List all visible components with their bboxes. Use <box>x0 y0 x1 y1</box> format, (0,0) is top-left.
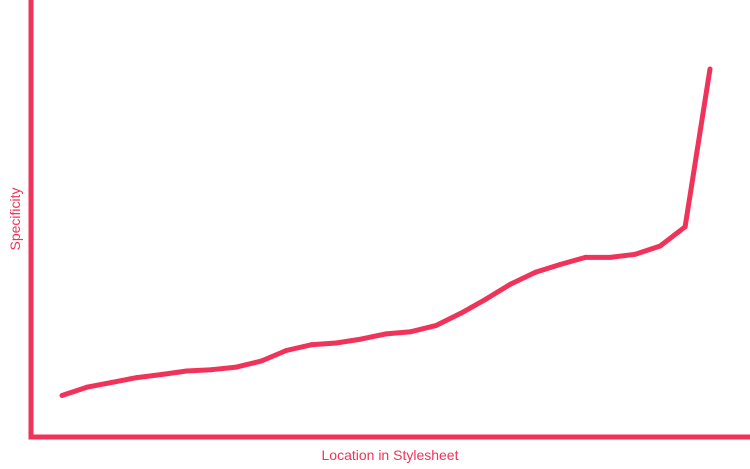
data-point-15 <box>433 323 439 329</box>
data-point-5 <box>184 368 190 374</box>
data-point-22 <box>607 254 613 260</box>
data-point-26 <box>707 66 713 72</box>
data-point-10 <box>308 342 314 348</box>
specificity-series-line <box>61 68 713 398</box>
data-point-18 <box>508 281 514 287</box>
data-point-14 <box>408 329 414 335</box>
y-axis-label: Specificity <box>7 187 23 250</box>
data-point-21 <box>582 254 588 260</box>
chart-series-layer <box>61 68 713 398</box>
data-point-23 <box>632 251 638 257</box>
data-point-0 <box>59 393 65 398</box>
data-point-6 <box>209 367 214 373</box>
data-point-17 <box>483 296 489 302</box>
x-axis-label: Location in Stylesheet <box>322 447 459 463</box>
chart-points-layer <box>59 66 713 398</box>
data-point-11 <box>333 340 339 346</box>
data-point-20 <box>558 261 563 267</box>
data-point-16 <box>458 310 464 316</box>
chart-axes <box>28 0 750 440</box>
data-point-25 <box>682 224 688 230</box>
data-point-12 <box>358 336 364 342</box>
data-point-1 <box>84 384 90 390</box>
data-point-3 <box>134 375 140 381</box>
data-point-19 <box>533 269 538 275</box>
data-point-13 <box>383 331 389 337</box>
data-point-4 <box>159 372 165 377</box>
data-point-24 <box>657 243 663 249</box>
data-point-2 <box>109 379 115 385</box>
data-point-9 <box>283 348 289 353</box>
data-point-7 <box>234 364 239 370</box>
data-point-8 <box>258 358 264 364</box>
